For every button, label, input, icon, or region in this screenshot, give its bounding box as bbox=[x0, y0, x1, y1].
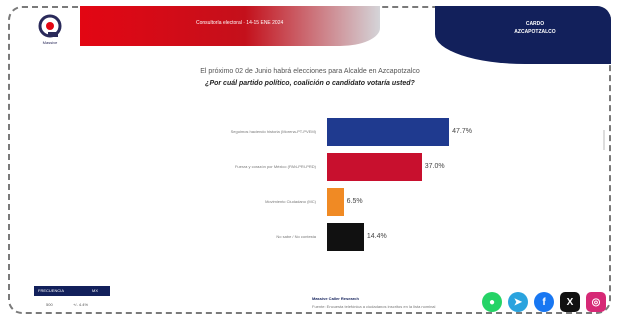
source-note: Fuente: Encuesta telefónica a ciudadanos… bbox=[312, 304, 436, 309]
bar-value-label: 6.5% bbox=[346, 198, 363, 205]
top-red-band bbox=[80, 6, 380, 46]
region-tab bbox=[435, 6, 611, 64]
source-title: Massive Caller Research bbox=[312, 296, 359, 301]
question-intro: El próximo 02 de Junio habrá elecciones … bbox=[200, 68, 420, 75]
category-label: Movimiento Ciudadano (MC) bbox=[265, 199, 316, 204]
question-main: ¿Por cuál partido político, coalición o … bbox=[205, 80, 415, 87]
bar bbox=[327, 153, 422, 181]
bar bbox=[327, 223, 364, 251]
x-icon[interactable]: X bbox=[560, 292, 580, 312]
band-text: Consultoría electoral · 14-15 ENE 2024 bbox=[196, 20, 284, 26]
margin-of-error: +/- 4.4% bbox=[73, 302, 89, 307]
instagram-icon[interactable]: ◎ bbox=[586, 292, 606, 312]
brand-name: Massive bbox=[42, 40, 58, 45]
bar bbox=[327, 188, 344, 216]
badge-left-text: FRECUENCIA bbox=[38, 288, 65, 293]
bar bbox=[327, 118, 450, 146]
bar-value-label: 37.0% bbox=[424, 163, 445, 170]
facebook-icon[interactable]: f bbox=[534, 292, 554, 312]
sample-size: 500 bbox=[46, 302, 53, 307]
category-label: Fuerza y corazón por México (PAN-PRI-PRD… bbox=[234, 164, 316, 169]
region-title: CARDO AZCAPOTZALCO bbox=[514, 21, 556, 35]
telegram-icon[interactable]: ➤ bbox=[508, 292, 528, 312]
brand-logo-icon bbox=[38, 14, 62, 38]
category-label: No sabe / No contesta bbox=[276, 234, 316, 239]
category-label: Seguimos haciendo historia (Morena-PT-PV… bbox=[230, 129, 316, 134]
bar-value-label: 47.7% bbox=[452, 128, 472, 135]
bar-value-label: 14.4% bbox=[366, 233, 387, 240]
badge-right-text: MX bbox=[92, 288, 98, 293]
scroll-indicator bbox=[603, 130, 605, 150]
footer-badge bbox=[34, 286, 110, 296]
whatsapp-icon[interactable]: ● bbox=[482, 292, 502, 312]
